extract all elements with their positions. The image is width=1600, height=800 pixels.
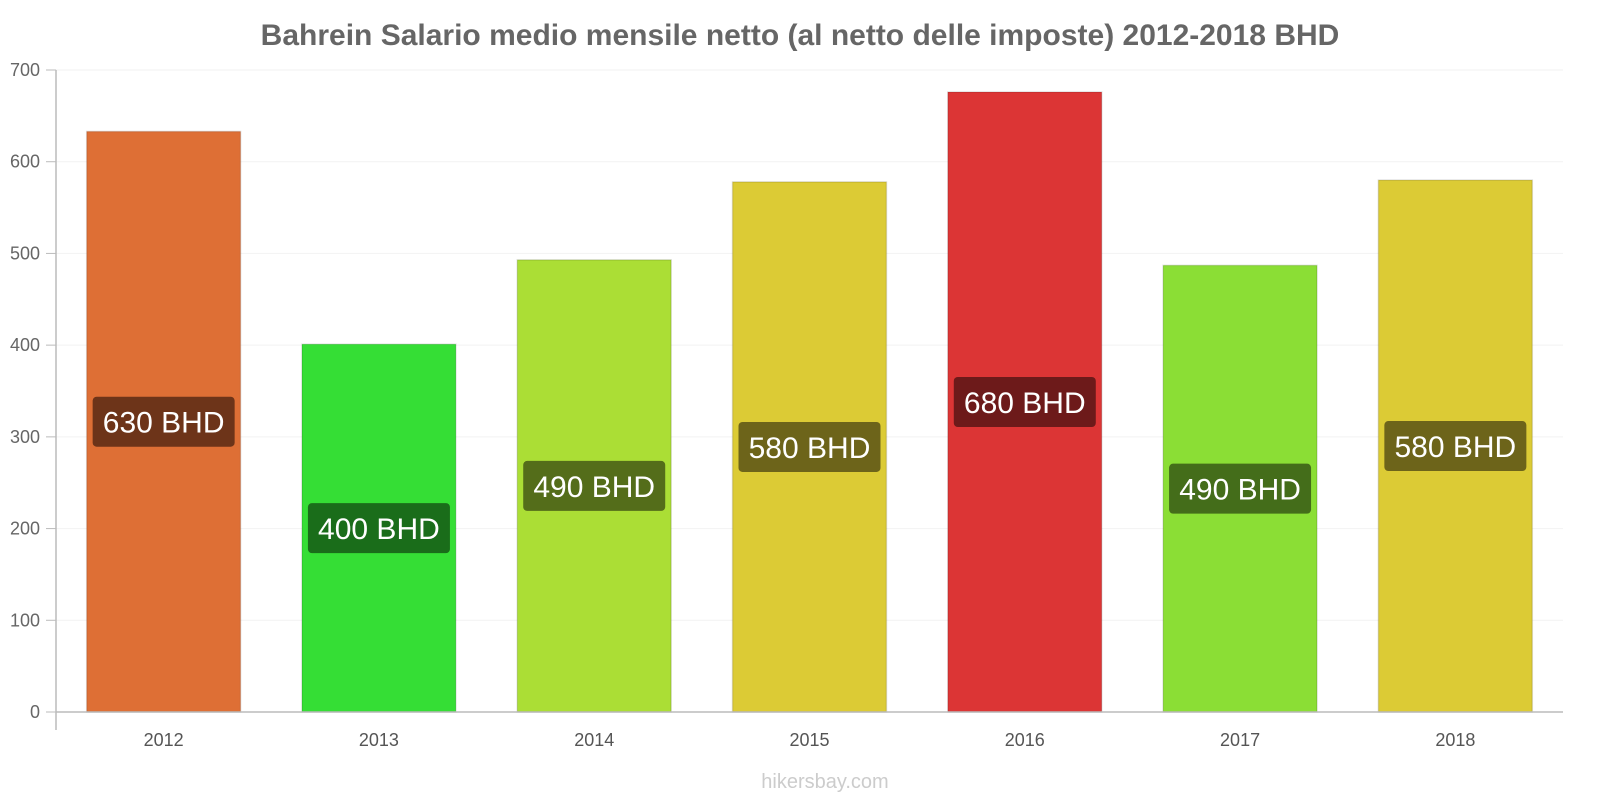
data-label-2016: 680 BHD — [964, 387, 1086, 420]
data-label-2015: 580 BHD — [749, 432, 871, 465]
x-tick-label: 2015 — [789, 730, 829, 750]
x-tick-label: 2017 — [1220, 730, 1260, 750]
y-tick-label: 100 — [10, 610, 40, 630]
data-label-box-2013 — [307, 503, 450, 554]
data-label-2014: 490 BHD — [533, 471, 655, 504]
y-tick-label: 700 — [10, 60, 40, 80]
data-label-box-2015 — [738, 421, 881, 472]
data-label-box-2012 — [92, 396, 235, 447]
bars — [85, 91, 1534, 713]
source-credit: hikersbay.com — [761, 771, 888, 793]
y-tick-label: 400 — [10, 335, 40, 355]
data-label-box-2017 — [1169, 463, 1312, 514]
data-labels: 630 BHD 400 BHD 490 BHD 580 BHD 680 BHD 490 B… — [92, 377, 1527, 554]
data-label-box-2016 — [953, 377, 1096, 428]
x-tick-label: 2012 — [144, 730, 184, 750]
chart-title: Bahrein Salario medio mensile netto (al … — [261, 19, 1340, 52]
y-axis-ticks: 0 100 200 300 400 500 600 700 — [10, 60, 56, 722]
y-tick-label: 0 — [30, 702, 40, 722]
data-label-2018: 580 BHD — [1394, 431, 1516, 464]
data-label-2013: 400 BHD — [318, 513, 440, 546]
x-axis-ticks: 2012 2013 2014 2015 2016 2017 2018 — [144, 730, 1476, 750]
y-tick-label: 600 — [10, 152, 40, 172]
y-tick-label: 300 — [10, 427, 40, 447]
x-tick-label: 2016 — [1005, 730, 1045, 750]
y-tick-label: 200 — [10, 519, 40, 539]
data-label-2012: 630 BHD — [103, 407, 225, 440]
y-tick-label: 500 — [10, 243, 40, 263]
x-tick-label: 2013 — [359, 730, 399, 750]
x-tick-label: 2014 — [574, 730, 614, 750]
data-label-2017: 490 BHD — [1179, 474, 1301, 507]
axes — [55, 70, 1563, 730]
x-tick-label: 2018 — [1435, 730, 1475, 750]
data-label-box-2014 — [523, 460, 666, 511]
data-label-box-2018 — [1384, 421, 1527, 472]
